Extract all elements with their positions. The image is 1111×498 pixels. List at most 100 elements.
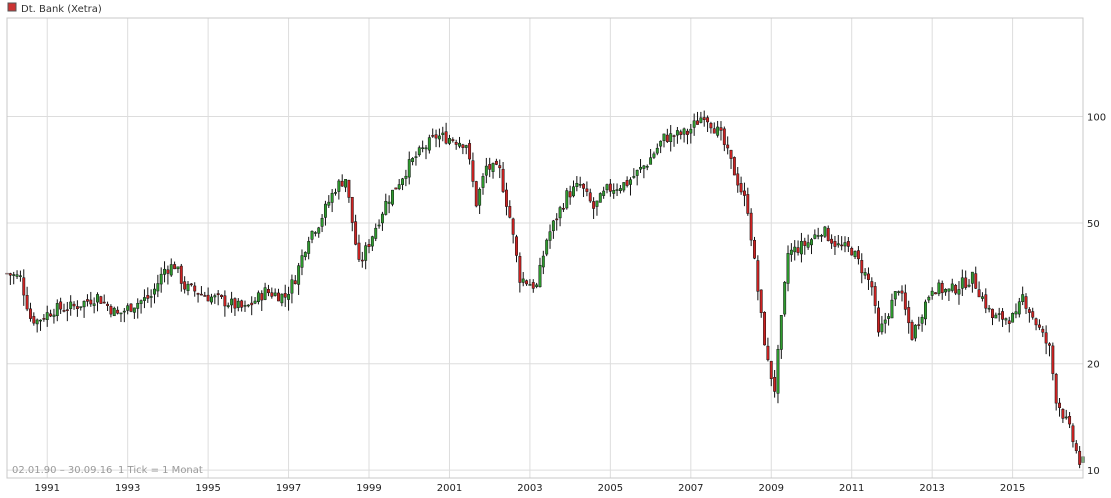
candle-body-up — [441, 132, 445, 135]
candle-body-down — [934, 292, 937, 295]
candle-body-down — [763, 311, 767, 346]
candle — [997, 307, 1001, 322]
candle — [913, 324, 917, 342]
candle — [776, 344, 780, 404]
candle-body-up — [675, 130, 679, 136]
candle — [632, 168, 636, 179]
candle — [1017, 297, 1021, 318]
candle — [323, 200, 327, 226]
candle — [273, 288, 277, 297]
candle-body-up — [1021, 294, 1025, 302]
candle-body-up — [776, 349, 780, 394]
candle — [836, 234, 840, 248]
candle — [223, 290, 227, 317]
candle — [957, 281, 961, 305]
candle-body-up — [541, 255, 545, 268]
candle-body-down — [471, 160, 475, 182]
candle-body-down — [8, 273, 12, 276]
candle — [696, 111, 699, 125]
candle — [8, 272, 12, 285]
candle-body-up — [273, 292, 277, 296]
candle — [924, 299, 927, 326]
candle-body-down — [196, 293, 200, 295]
candle-body-down — [1071, 425, 1075, 443]
candle — [1011, 312, 1015, 323]
candle — [722, 126, 726, 152]
candle — [712, 122, 716, 134]
candle-body-up — [545, 239, 549, 255]
candle-body-up — [538, 264, 542, 288]
candle-body-up — [163, 268, 166, 275]
x-tick-label-2013: 2013 — [919, 483, 944, 494]
candle — [327, 195, 331, 208]
interval-text: 1 Tick = 1 Monat — [118, 465, 203, 476]
candle-body-up — [437, 135, 441, 140]
candle-body-up — [957, 289, 961, 295]
candle — [146, 287, 150, 303]
candle — [136, 298, 140, 319]
candle — [545, 238, 549, 257]
candle — [62, 303, 66, 313]
y-tick-label-20: 20 — [1087, 360, 1100, 371]
candle — [856, 246, 860, 265]
candle-body-down — [1034, 318, 1038, 326]
candle-body-up — [699, 117, 703, 123]
x-tick-label-1991: 1991 — [34, 483, 59, 494]
candle — [59, 297, 63, 314]
candle-body-down — [588, 192, 592, 202]
candle-body-up — [558, 207, 562, 219]
candle-body-down — [277, 292, 280, 302]
candle-body-up — [602, 190, 606, 196]
x-tick-label-2015: 2015 — [1000, 483, 1025, 494]
candle-body-down — [830, 238, 834, 244]
candle-body-up — [364, 245, 368, 261]
candle-body-up — [424, 147, 428, 150]
candle — [246, 304, 250, 308]
candle-body-down — [696, 120, 699, 125]
candle — [850, 246, 854, 256]
candle — [448, 134, 451, 146]
candle-body-up — [880, 323, 884, 333]
candle-body-up — [230, 298, 234, 306]
candle — [944, 288, 948, 296]
candle-body-up — [799, 241, 803, 255]
candle-body-up — [317, 227, 321, 234]
candle — [391, 189, 394, 207]
candle — [679, 129, 683, 140]
candle-body-down — [220, 294, 223, 297]
candle-body-down — [625, 180, 629, 186]
candle — [984, 288, 988, 314]
candle — [52, 308, 56, 324]
candle-body-up — [481, 176, 485, 188]
candle-body-up — [793, 246, 797, 253]
candle-body-up — [970, 271, 974, 284]
candle-body-up — [380, 213, 384, 224]
candle-body-down — [1068, 416, 1072, 425]
candle — [1064, 409, 1068, 420]
candle — [344, 179, 348, 193]
candle — [964, 270, 968, 290]
candle-body-up — [82, 300, 86, 308]
candle — [1054, 372, 1058, 411]
candle — [967, 279, 971, 288]
candle — [907, 300, 911, 334]
candle — [216, 290, 220, 306]
date-range-text: 02.01.90 – 30.09.16 — [12, 465, 112, 476]
candle — [618, 185, 622, 194]
candle-body-up — [478, 188, 482, 206]
candle — [880, 315, 884, 335]
candle-body-up — [618, 188, 622, 191]
candle-body-up — [186, 283, 190, 291]
candle — [132, 307, 136, 319]
candle — [203, 291, 207, 297]
candle-body-up — [622, 182, 626, 191]
candle — [1034, 317, 1038, 331]
candle — [810, 237, 813, 255]
candle — [531, 279, 535, 293]
candle-body-up — [243, 305, 247, 307]
candle-body-down — [1037, 324, 1041, 328]
candle-body-down — [505, 189, 508, 207]
candle-body-up — [1004, 318, 1008, 321]
candle-body-up — [263, 287, 267, 300]
candle-body-down — [394, 187, 398, 190]
